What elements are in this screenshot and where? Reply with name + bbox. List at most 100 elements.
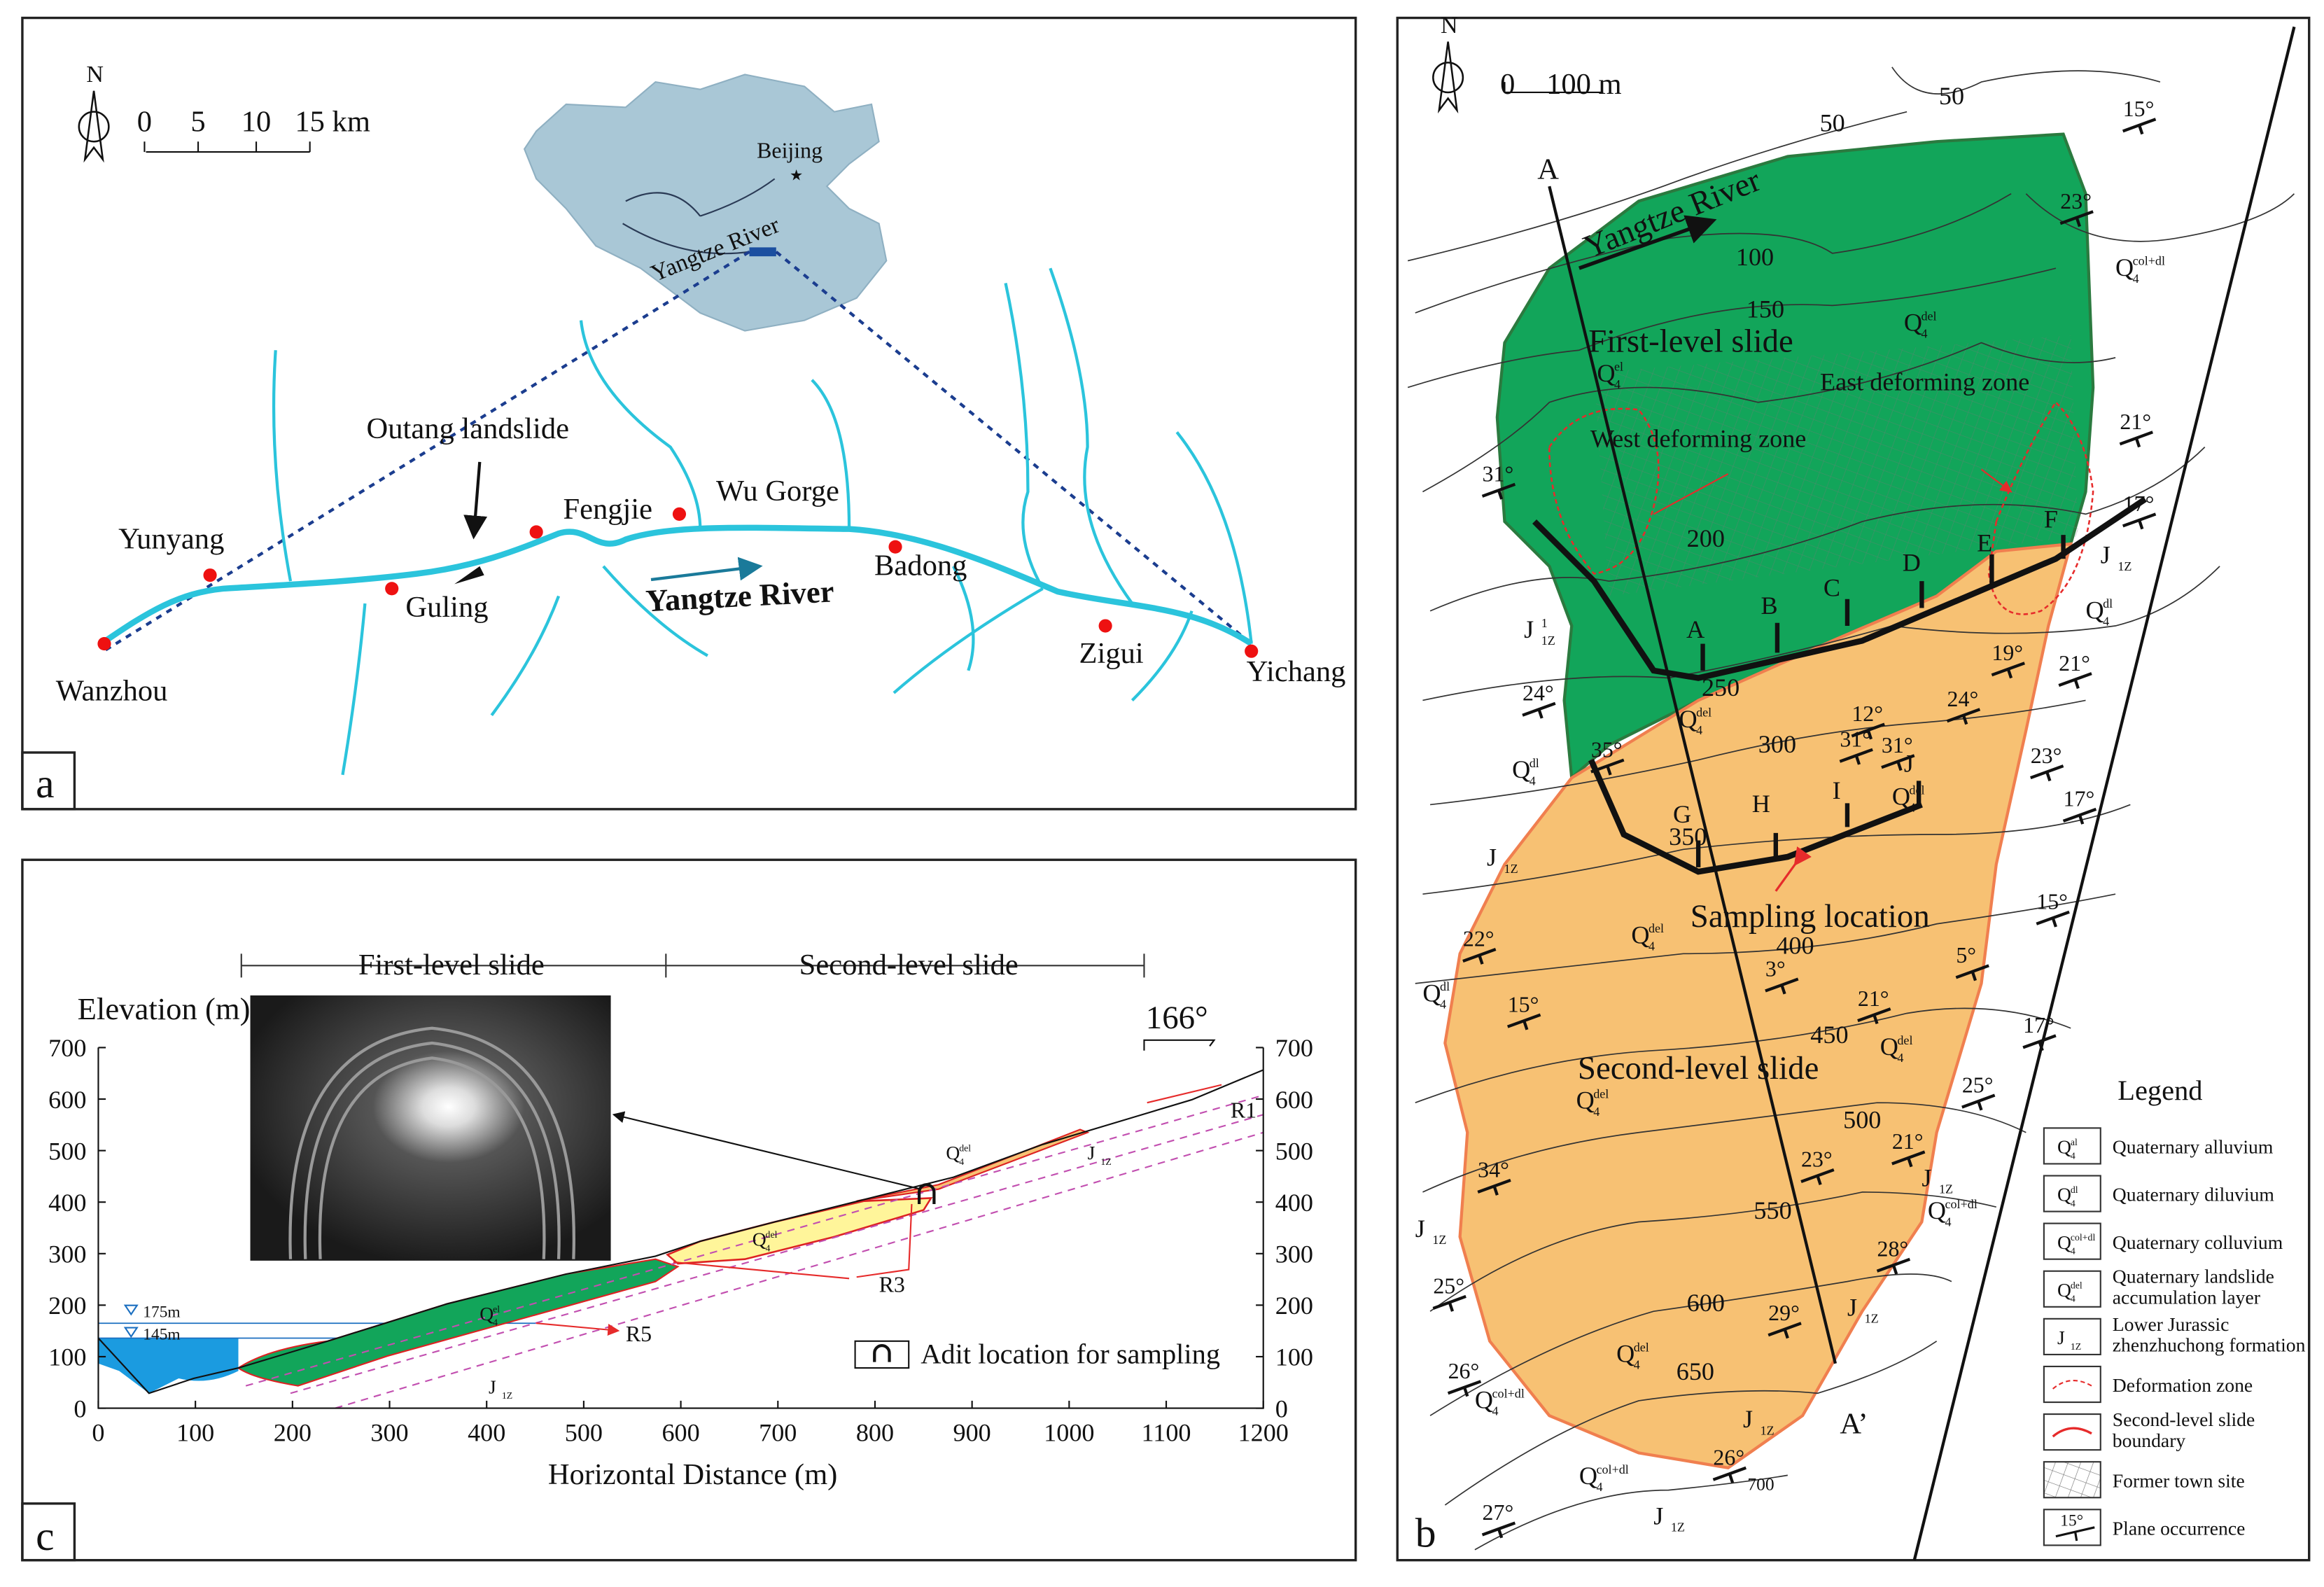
legend-text: Quaternary alluvium [2113, 1136, 2274, 1158]
x-axis-title: Horizontal Distance (m) [548, 1458, 837, 1491]
geology-label-sub: 1Z [2118, 559, 2132, 573]
north-arrow [78, 90, 110, 163]
place-label: Zigui [1079, 637, 1144, 670]
legend-symbol-sub: 4 [2071, 1198, 2076, 1208]
y2-tick-label: 0 [1275, 1394, 1288, 1422]
scale-label: 0 [1500, 68, 1515, 101]
dip-symbol [1851, 722, 1885, 740]
geology-label-sub: 1Z [1760, 1423, 1774, 1437]
geology-label: Q [479, 1303, 493, 1324]
profile-point: D [1903, 548, 1921, 576]
geology-label: Q [1616, 1340, 1634, 1368]
legend-symbol: J [2057, 1327, 2065, 1348]
y-tick-label: 100 [48, 1343, 86, 1371]
panel-frame [21, 16, 1357, 811]
dip-label: 29° [1768, 1301, 1800, 1325]
geology-label: Q [1512, 755, 1530, 783]
dip-label: 21° [2120, 410, 2151, 434]
geology-label-sup: dl [2103, 596, 2113, 610]
dip-symbol [1590, 758, 1625, 776]
x-tick-label: 600 [662, 1418, 699, 1446]
dip-label: 17° [2064, 787, 2095, 811]
geology-label: Q [1904, 309, 1922, 337]
dip-symbol [1946, 708, 1981, 725]
geology-label: Q [2085, 596, 2104, 624]
geology-label-sup: del [1897, 1033, 1912, 1047]
contour-label: 400 [1776, 931, 1814, 959]
geology-label-sup: el [1614, 360, 1623, 374]
landslide-label: Outang landslide [367, 412, 569, 445]
geology-label: J [1415, 1215, 1425, 1243]
contour-label: 150 [1746, 295, 1784, 323]
north-label: N [86, 62, 104, 88]
geology-label-sup: del [959, 1142, 971, 1153]
contour-label: 200 [1687, 524, 1725, 552]
legend-dip [2055, 1526, 2095, 1541]
x-tick-label: 500 [565, 1418, 603, 1446]
legend-text: accumulation layer [2113, 1287, 2260, 1308]
x-tick-label: 100 [176, 1418, 214, 1446]
legend-text: Former town site [2113, 1469, 2245, 1491]
geology-label-sub: 4 [493, 1317, 498, 1328]
china-map [523, 74, 888, 332]
dip-label: 5° [1956, 943, 1976, 967]
geology-label-sub: 4 [1897, 1051, 1903, 1065]
place-label: Yichang [1247, 655, 1346, 688]
y-tick-label: 0 [74, 1394, 86, 1422]
dip-symbol [1955, 964, 1989, 981]
section-end: A’ [1840, 1408, 1868, 1441]
geology-label-sub: 4 [1696, 723, 1702, 737]
dip-label: 17° [2023, 1013, 2054, 1037]
geology-label-sup: col+dl [1945, 1197, 1977, 1211]
segment-label: First-level slide [358, 949, 545, 981]
y2-tick-label: 700 [1275, 1034, 1313, 1062]
contour-label: 600 [1687, 1289, 1725, 1317]
dip-symbol [1477, 1178, 1511, 1196]
profile-point: J [1904, 750, 1914, 778]
dip-label: 15° [2036, 889, 2068, 914]
scale-label: 15 km [295, 105, 370, 138]
legend-symbol: Q [2057, 1279, 2071, 1301]
profile-point: E [1977, 529, 1992, 557]
geology-label-sub: 4 [1921, 327, 1927, 341]
geology-label-sub: 4 [1593, 1105, 1600, 1119]
water-level: 175m [143, 1303, 180, 1322]
scale-label: 10 [241, 105, 272, 138]
geology-label: Q [946, 1142, 960, 1163]
place-dot [888, 540, 902, 554]
dip-symbol [2059, 210, 2094, 228]
x-tick-label: 400 [468, 1418, 505, 1446]
geology-label: Q [1597, 359, 1615, 387]
geology-label-sub: 4 [1634, 1358, 1640, 1372]
dip-label: 31° [1840, 727, 1871, 751]
y-tick-label: 200 [48, 1292, 86, 1320]
geology-label-sup: 1 [1541, 616, 1548, 630]
profile-point: H [1752, 790, 1770, 818]
geology-label: Q [1475, 1386, 1493, 1414]
geology-label-sup: del [1909, 783, 1924, 797]
geology-label-sub: 4 [1648, 939, 1655, 953]
legend-text: Quaternary landslide [2113, 1266, 2274, 1287]
dip-label: 35° [1591, 737, 1623, 762]
x-tick-label: 1100 [1142, 1418, 1191, 1446]
legend-symbols [2043, 1127, 2101, 1546]
dip-label: 34° [1478, 1158, 1509, 1182]
dip-symbol [1447, 1380, 1482, 1397]
y-tick-label: 700 [48, 1034, 86, 1062]
sampling-label: Sampling location [1690, 898, 1930, 935]
dip-symbol [1712, 1466, 1746, 1483]
place-dot [203, 568, 217, 582]
legend-symbol-sup: col+dl [2071, 1232, 2096, 1243]
profile-point: B [1761, 592, 1778, 620]
y2-tick-label: 500 [1275, 1137, 1313, 1165]
geology-label-sub: 1Z [1865, 1312, 1879, 1326]
legend-text: boundary [2113, 1429, 2186, 1451]
legend-symbol: Q [2057, 1136, 2071, 1158]
scale-label: 0 [137, 105, 152, 138]
contour-label: 700 [1747, 1474, 1774, 1495]
upper-section [856, 1128, 1090, 1202]
landslide-mark [454, 566, 484, 585]
legend-text: Lower Jurassic [2113, 1313, 2230, 1335]
geology-label-sub: 4 [1440, 998, 1446, 1012]
